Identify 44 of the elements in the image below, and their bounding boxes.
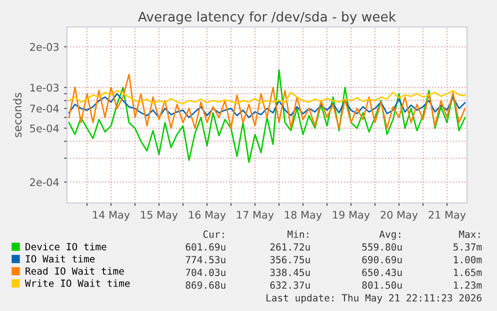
x-tick-label: 18 May <box>285 210 322 221</box>
text: 774.53u <box>186 256 226 264</box>
x-tick-label: 15 May <box>141 210 178 221</box>
text: 1.00m <box>454 256 482 264</box>
legend-label: Write IO Wait time <box>24 279 130 287</box>
x-tick-label: 16 May <box>189 210 226 221</box>
text: 1.23m <box>454 281 482 289</box>
text: 356.75u <box>270 256 310 264</box>
y-tick-label: 7e-04 <box>30 104 59 113</box>
text: Avg: <box>379 230 400 240</box>
text: 632.37u <box>270 281 310 289</box>
x-tick-label: 21 May <box>428 210 466 221</box>
text: 869.68u <box>186 281 226 289</box>
text: 261.72u <box>270 243 310 251</box>
x-tick-label: 17 May <box>237 210 274 221</box>
line-series <box>68 69 466 163</box>
text: 704.03u <box>186 268 226 276</box>
text: 601.69u <box>186 243 226 251</box>
text: 650.43u <box>362 268 402 276</box>
line-series <box>68 90 466 104</box>
text: Cur: <box>203 230 224 238</box>
x-tick-label: 20 May <box>380 210 418 221</box>
legend-label: Read IO Wait time <box>26 267 124 275</box>
y-tick-label: 1e-03 <box>30 84 59 92</box>
text: Min: <box>288 230 308 238</box>
text: 801.50u <box>362 281 402 289</box>
y-tick-label: 2e-04 <box>30 178 59 186</box>
text: 5.37m <box>454 243 482 251</box>
text: 559.80u <box>362 243 402 251</box>
y-tick-label: 5e-04 <box>30 124 59 132</box>
text: 338.45u <box>270 268 310 276</box>
line-series <box>68 92 466 118</box>
legend-label: IO Wait time <box>26 255 95 263</box>
y-axis-title: seconds <box>13 92 22 138</box>
line-series <box>68 74 466 129</box>
x-tick-label: 14 May <box>93 210 130 221</box>
text: Max: <box>459 230 480 238</box>
y-tick-label: 2e-03 <box>30 42 59 51</box>
chart-title: Average latency for /dev/sda - by week <box>138 11 396 24</box>
text: 690.69u <box>362 256 402 264</box>
x-tick-label: 19 May <box>333 210 370 221</box>
legend-label: Device IO time <box>26 242 106 250</box>
text: 1.65m <box>454 268 482 276</box>
text: Last update: Thu May 21 22:11:23 2026 <box>266 294 482 304</box>
